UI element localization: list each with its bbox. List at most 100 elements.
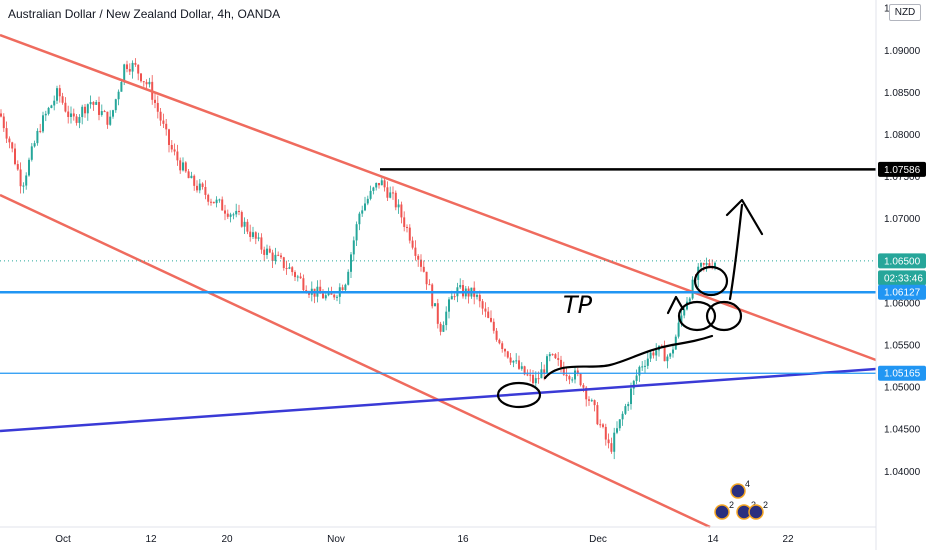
- candle-body: [526, 374, 529, 376]
- candle-body: [501, 343, 504, 349]
- candle-body: [112, 110, 114, 117]
- time-tick-label: 16: [457, 534, 469, 545]
- candle-body: [672, 349, 674, 354]
- candle-body: [2, 116, 5, 129]
- candle-body: [560, 359, 562, 368]
- candle-body: [621, 413, 624, 420]
- reaction-emoji-icon: [748, 504, 764, 520]
- candle-body: [67, 111, 70, 117]
- candle-body: [683, 309, 686, 316]
- price-tick-label: 1.08500: [884, 88, 921, 99]
- candle-body: [504, 348, 506, 352]
- candle-body: [81, 106, 84, 118]
- support-price-tag-label: 1.05165: [884, 369, 921, 380]
- candle-body: [355, 224, 358, 241]
- candle-body: [644, 365, 646, 367]
- candle-body: [529, 374, 532, 376]
- candle-body: [568, 376, 571, 380]
- candle-body: [364, 203, 366, 211]
- candle-body: [39, 130, 42, 132]
- candle-body: [308, 292, 310, 295]
- candle-body: [375, 182, 378, 188]
- candle-body: [481, 301, 484, 309]
- candle-body: [50, 105, 53, 108]
- candle-body: [263, 249, 266, 255]
- candle-body: [666, 356, 669, 362]
- candle-body: [324, 295, 327, 299]
- candle-body: [417, 255, 420, 260]
- candle-body: [28, 159, 30, 176]
- candle-body: [414, 247, 417, 256]
- candle-body: [590, 400, 593, 402]
- candle-body: [543, 369, 546, 373]
- candle-body: [123, 64, 126, 82]
- candle-body: [551, 354, 554, 356]
- candle-body: [663, 346, 666, 362]
- time-tick-label: 14: [707, 534, 719, 545]
- candle-body: [98, 102, 100, 115]
- candle-body: [109, 116, 112, 125]
- candle-body: [201, 183, 204, 187]
- candle-body: [554, 354, 557, 359]
- price-tick-label: 1.07000: [884, 214, 921, 225]
- candle-body: [232, 214, 235, 216]
- candle-body: [442, 325, 445, 332]
- candle-body: [436, 303, 439, 324]
- candle-body: [576, 370, 579, 374]
- time-tick-label: 22: [782, 534, 794, 545]
- candle-body: [708, 263, 711, 266]
- candle-body: [249, 231, 252, 237]
- candle-body: [235, 210, 238, 215]
- candle-body: [137, 64, 140, 74]
- time-tick-label: 12: [145, 534, 157, 545]
- candle-body: [649, 352, 652, 359]
- candle-body: [47, 107, 50, 114]
- candle-body: [148, 81, 151, 85]
- candle-body: [218, 199, 221, 201]
- mid-price-tag-box: [878, 284, 926, 300]
- candle-body: [193, 175, 196, 186]
- time-tick-label: Oct: [55, 534, 71, 545]
- candle-body: [515, 360, 518, 362]
- candle-body: [322, 293, 324, 299]
- price-tick-label: 1.06000: [884, 298, 921, 309]
- candle-body: [103, 111, 106, 113]
- candle-body: [445, 311, 448, 326]
- candle-body: [599, 424, 602, 426]
- candle-body: [176, 151, 179, 161]
- candle-body: [126, 64, 128, 70]
- candle-body: [638, 366, 641, 376]
- candle-body: [131, 62, 134, 72]
- candle-body: [674, 336, 677, 350]
- currency-selector[interactable]: NZD: [889, 4, 921, 21]
- candle-body: [378, 182, 380, 186]
- candle-body: [520, 366, 523, 369]
- candle-body: [434, 303, 436, 307]
- candle-body: [498, 339, 501, 344]
- candle-body: [11, 142, 14, 149]
- candle-body: [669, 353, 672, 357]
- candle-body: [170, 145, 173, 150]
- last-price-tag-box: [878, 253, 926, 269]
- candle-body: [173, 149, 176, 152]
- candle-body: [296, 276, 299, 278]
- candle-body: [506, 351, 509, 358]
- candle-body: [14, 148, 16, 165]
- candle-body: [95, 102, 98, 105]
- candle-body: [492, 321, 495, 331]
- candle-body: [19, 169, 22, 187]
- price-tick-label: 1.08000: [884, 130, 921, 141]
- price-tick-label: 1.09000: [884, 46, 921, 57]
- candle-body: [30, 146, 33, 160]
- candle-body: [627, 404, 630, 407]
- candle-body: [215, 199, 218, 204]
- candle-body: [134, 62, 137, 65]
- circle-annotation: [693, 265, 729, 297]
- candle-body: [369, 190, 372, 199]
- candle-body: [243, 221, 246, 227]
- candle-body: [602, 424, 604, 427]
- candle-body: [680, 315, 683, 323]
- candle-body: [226, 213, 229, 217]
